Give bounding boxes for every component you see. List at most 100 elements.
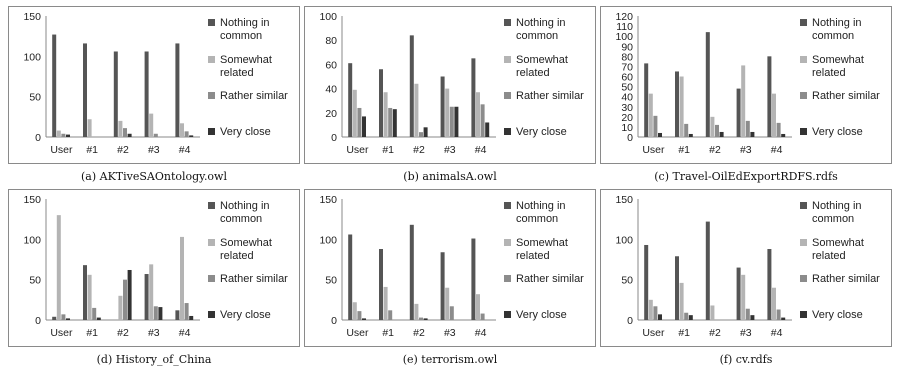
bar [87, 274, 92, 320]
bar [684, 312, 689, 320]
chart-frame [304, 189, 596, 347]
x-tick-label: #3 [148, 327, 160, 339]
legend-swatch [800, 92, 807, 99]
y-tick-label: 0 [35, 315, 41, 327]
legend-label: Rather similar [516, 90, 584, 102]
legend-label: common [812, 30, 854, 42]
bar [449, 306, 454, 320]
bar [736, 88, 741, 137]
legend-label: related [220, 67, 254, 79]
bar [92, 307, 97, 320]
legend-label: Nothing in [220, 200, 270, 212]
legend-label: common [516, 30, 558, 42]
bar [476, 92, 480, 137]
bar [688, 133, 693, 137]
bar [781, 317, 786, 320]
bar [675, 71, 679, 137]
legend-label: Somewhat [516, 237, 568, 249]
x-tick-label: #3 [444, 144, 456, 156]
bar [449, 106, 454, 137]
y-tick-label: 20 [325, 108, 337, 120]
bar [61, 314, 66, 320]
bar [66, 318, 70, 320]
bar [440, 76, 445, 137]
bar [445, 287, 450, 320]
bar [348, 63, 353, 137]
x-tick-label: #4 [475, 144, 487, 156]
bar [658, 314, 662, 320]
legend-label: Nothing in [516, 17, 566, 29]
bar [745, 308, 750, 320]
x-tick-label: #2 [117, 327, 129, 339]
bar [362, 318, 366, 320]
bar [118, 295, 123, 320]
legend-swatch [800, 128, 807, 135]
bar [719, 131, 724, 137]
legend-swatch [800, 275, 807, 282]
bar [409, 35, 414, 137]
bar [423, 318, 428, 320]
y-tick-label: 40 [621, 92, 633, 104]
chart-frame [600, 6, 892, 164]
bar [419, 317, 423, 320]
bar [153, 306, 158, 320]
bar [189, 315, 194, 320]
legend-label: Nothing in [812, 17, 862, 29]
x-tick-label: User [346, 144, 369, 156]
legend-label: Rather similar [812, 273, 880, 285]
legend-label: related [812, 250, 846, 262]
legend-label: Somewhat [516, 54, 568, 66]
bar [675, 256, 679, 320]
y-tick-label: 100 [23, 234, 41, 246]
y-tick-label: 110 [616, 21, 633, 33]
bar [471, 238, 476, 320]
bar [423, 127, 428, 137]
legend-label: Rather similar [220, 90, 288, 102]
legend-swatch [208, 202, 215, 209]
x-tick-label: User [642, 144, 665, 156]
legend-swatch [208, 275, 215, 282]
x-tick-label: User [346, 327, 369, 339]
bar [56, 215, 61, 320]
y-tick-label: 80 [325, 35, 337, 47]
bar [184, 303, 189, 320]
bar [149, 264, 154, 320]
legend-label: related [516, 250, 550, 262]
bar [480, 313, 485, 320]
y-tick-label: 0 [35, 132, 41, 144]
legend-swatch [504, 56, 511, 63]
bar [772, 93, 776, 137]
chart-frame [8, 189, 300, 347]
bar [392, 109, 397, 137]
bar [644, 244, 649, 320]
legend-label: related [516, 67, 550, 79]
y-tick-label: 50 [621, 82, 633, 94]
y-tick-label: 150 [23, 194, 41, 206]
bar [123, 128, 127, 137]
x-tick-label: #1 [382, 327, 394, 339]
legend-swatch [504, 239, 511, 246]
legend-swatch [504, 311, 511, 318]
legend-label: common [220, 213, 262, 225]
bar [144, 274, 149, 320]
bar [710, 305, 715, 320]
bar [705, 221, 710, 320]
y-tick-label: 50 [29, 92, 41, 104]
bar [414, 303, 419, 320]
bar [184, 131, 189, 137]
chart-frame [8, 6, 300, 164]
bar [745, 120, 750, 137]
bar [379, 249, 383, 320]
bar [767, 56, 772, 137]
bar [454, 106, 459, 137]
bar [153, 133, 158, 137]
legend-label: Somewhat [812, 237, 864, 249]
legend-label: Very close [220, 309, 271, 321]
bar [750, 315, 755, 320]
y-tick-label: 60 [621, 72, 633, 84]
legend-label: Very close [516, 126, 567, 138]
bar [52, 34, 57, 137]
x-tick-label: #2 [413, 327, 425, 339]
bar [113, 51, 118, 137]
